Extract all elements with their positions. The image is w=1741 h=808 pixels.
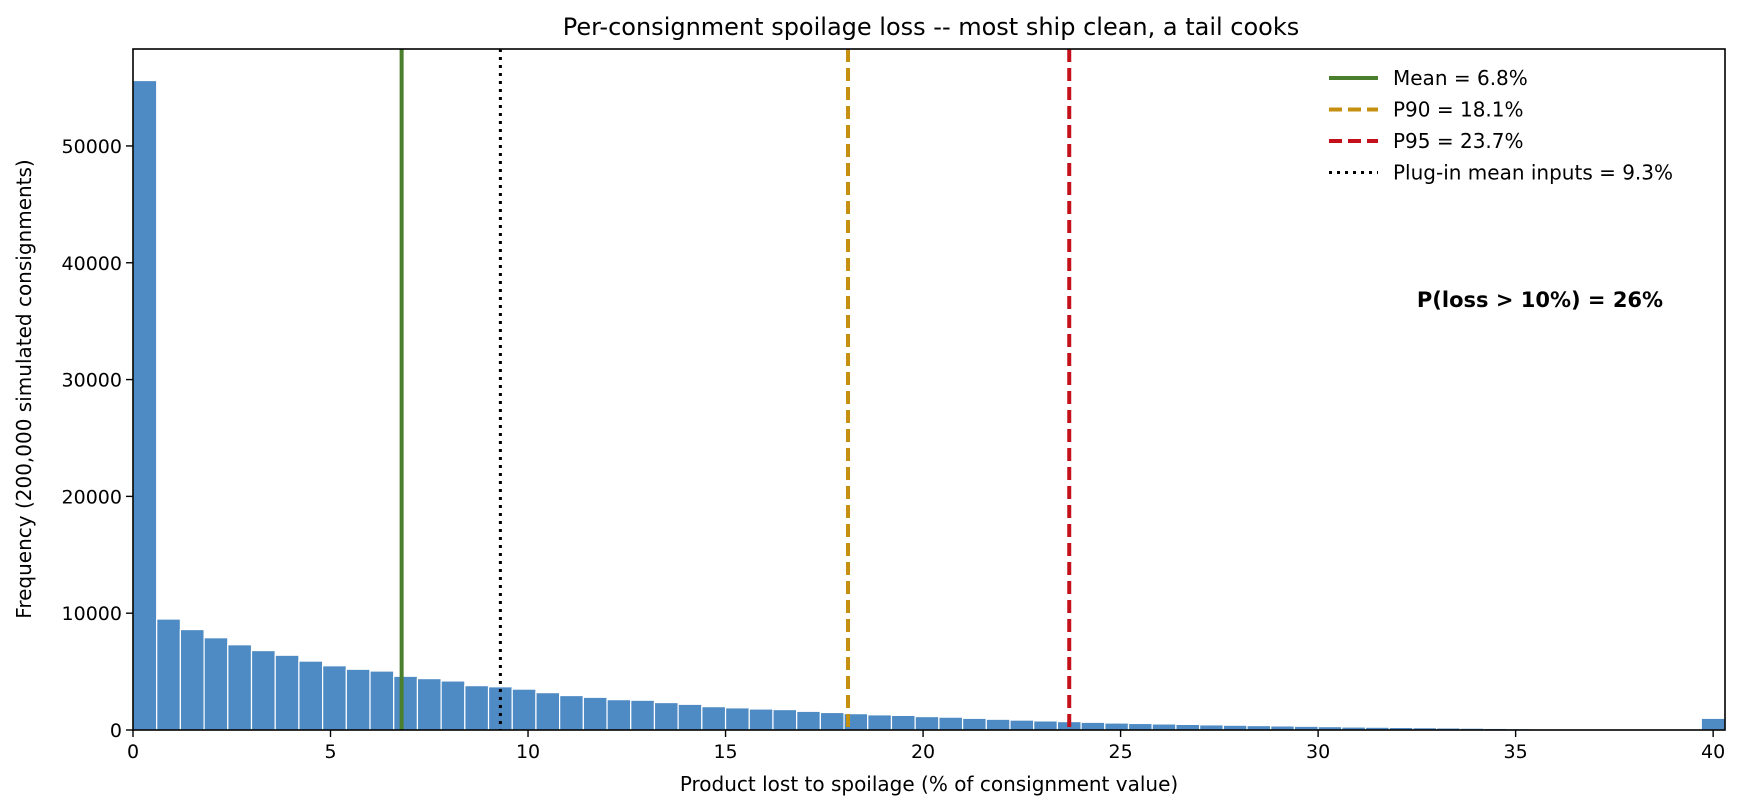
y-tick-label: 10000 — [62, 603, 122, 625]
histogram-bar — [653, 701, 679, 731]
x-tick-label: 20 — [911, 741, 935, 763]
y-axis-ticks: 0 10000 20000 30000 40000 50000 — [62, 136, 133, 742]
x-axis-ticks: 0 5 10 15 20 25 30 35 40 — [127, 730, 1725, 763]
histogram-bar — [511, 688, 537, 731]
histogram-bar — [1151, 723, 1177, 731]
legend-label: Plug-in mean inputs = 9.3% — [1393, 161, 1673, 185]
histogram-bar — [890, 714, 916, 731]
histogram-bar — [677, 703, 703, 731]
histogram-bar — [250, 649, 276, 731]
legend: Mean = 6.8% P90 = 18.1% P95 = 23.7% Plug-in… — [1329, 66, 1673, 185]
y-tick-label: 20000 — [62, 486, 122, 508]
histogram-bar — [914, 715, 940, 731]
chart-title: Per-consignment spoilage loss -- most sh… — [563, 13, 1300, 41]
legend-label: P95 = 23.7% — [1393, 129, 1524, 153]
histogram-bar — [748, 708, 774, 731]
histogram-bar — [867, 714, 893, 731]
histogram-bar — [179, 628, 205, 731]
histogram-bar — [1080, 721, 1106, 731]
plot-frame — [132, 48, 1726, 731]
x-tick-label: 10 — [516, 741, 540, 763]
histogram-bar — [393, 675, 419, 731]
legend-label: Mean = 6.8% — [1393, 66, 1528, 90]
histogram-bar — [464, 685, 490, 731]
histogram-bar — [630, 699, 656, 731]
histogram-bar — [369, 670, 395, 731]
histogram-bar — [559, 694, 584, 731]
probability-annotation: P(loss > 10%) = 26% — [1417, 288, 1663, 312]
histogram-bar — [416, 678, 442, 731]
y-tick-label: 50000 — [62, 136, 122, 158]
histogram-bar — [796, 710, 821, 731]
histogram-bar — [203, 637, 229, 731]
x-tick-label: 40 — [1701, 741, 1725, 763]
y-axis-label: Frequency (200,000 simulated consignment… — [12, 159, 36, 618]
y-tick-label: 0 — [110, 720, 122, 742]
histogram-bar — [1127, 722, 1153, 731]
histogram-bar — [701, 706, 727, 731]
histogram-bar — [345, 668, 371, 731]
x-tick-label: 15 — [713, 741, 737, 763]
histogram-bar — [440, 680, 466, 731]
x-tick-label: 5 — [324, 741, 336, 763]
histogram-bar — [985, 718, 1011, 731]
histogram-bar — [606, 699, 632, 731]
histogram-bar — [772, 708, 798, 731]
histogram-bar — [938, 716, 964, 731]
histogram-bar — [1009, 719, 1035, 731]
y-tick-label: 30000 — [62, 370, 122, 392]
reference-lines — [399, 49, 1072, 730]
histogram-bar — [1104, 722, 1130, 731]
y-tick-label: 40000 — [62, 253, 122, 275]
x-tick-label: 35 — [1504, 741, 1528, 763]
histogram-bar — [298, 660, 324, 731]
legend-label: P90 = 18.1% — [1393, 98, 1524, 122]
histogram-bar — [582, 696, 608, 731]
x-axis-label: Product lost to spoilage (% of consignme… — [680, 772, 1178, 796]
histogram-bar — [227, 644, 253, 731]
x-tick-label: 30 — [1306, 741, 1330, 763]
histogram-bar — [819, 711, 845, 731]
histogram-bar — [132, 79, 158, 731]
histogram-bar — [535, 692, 561, 731]
histogram-bar — [322, 665, 347, 731]
histogram-bar — [156, 618, 182, 731]
histogram-bar — [1033, 720, 1058, 731]
histogram-bar — [724, 707, 750, 731]
histogram-bar — [961, 717, 987, 731]
histogram-bar — [274, 654, 300, 731]
histogram-bar — [1700, 717, 1726, 731]
x-tick-label: 0 — [127, 741, 139, 763]
histogram-bar — [1175, 723, 1201, 731]
x-tick-label: 25 — [1108, 741, 1132, 763]
